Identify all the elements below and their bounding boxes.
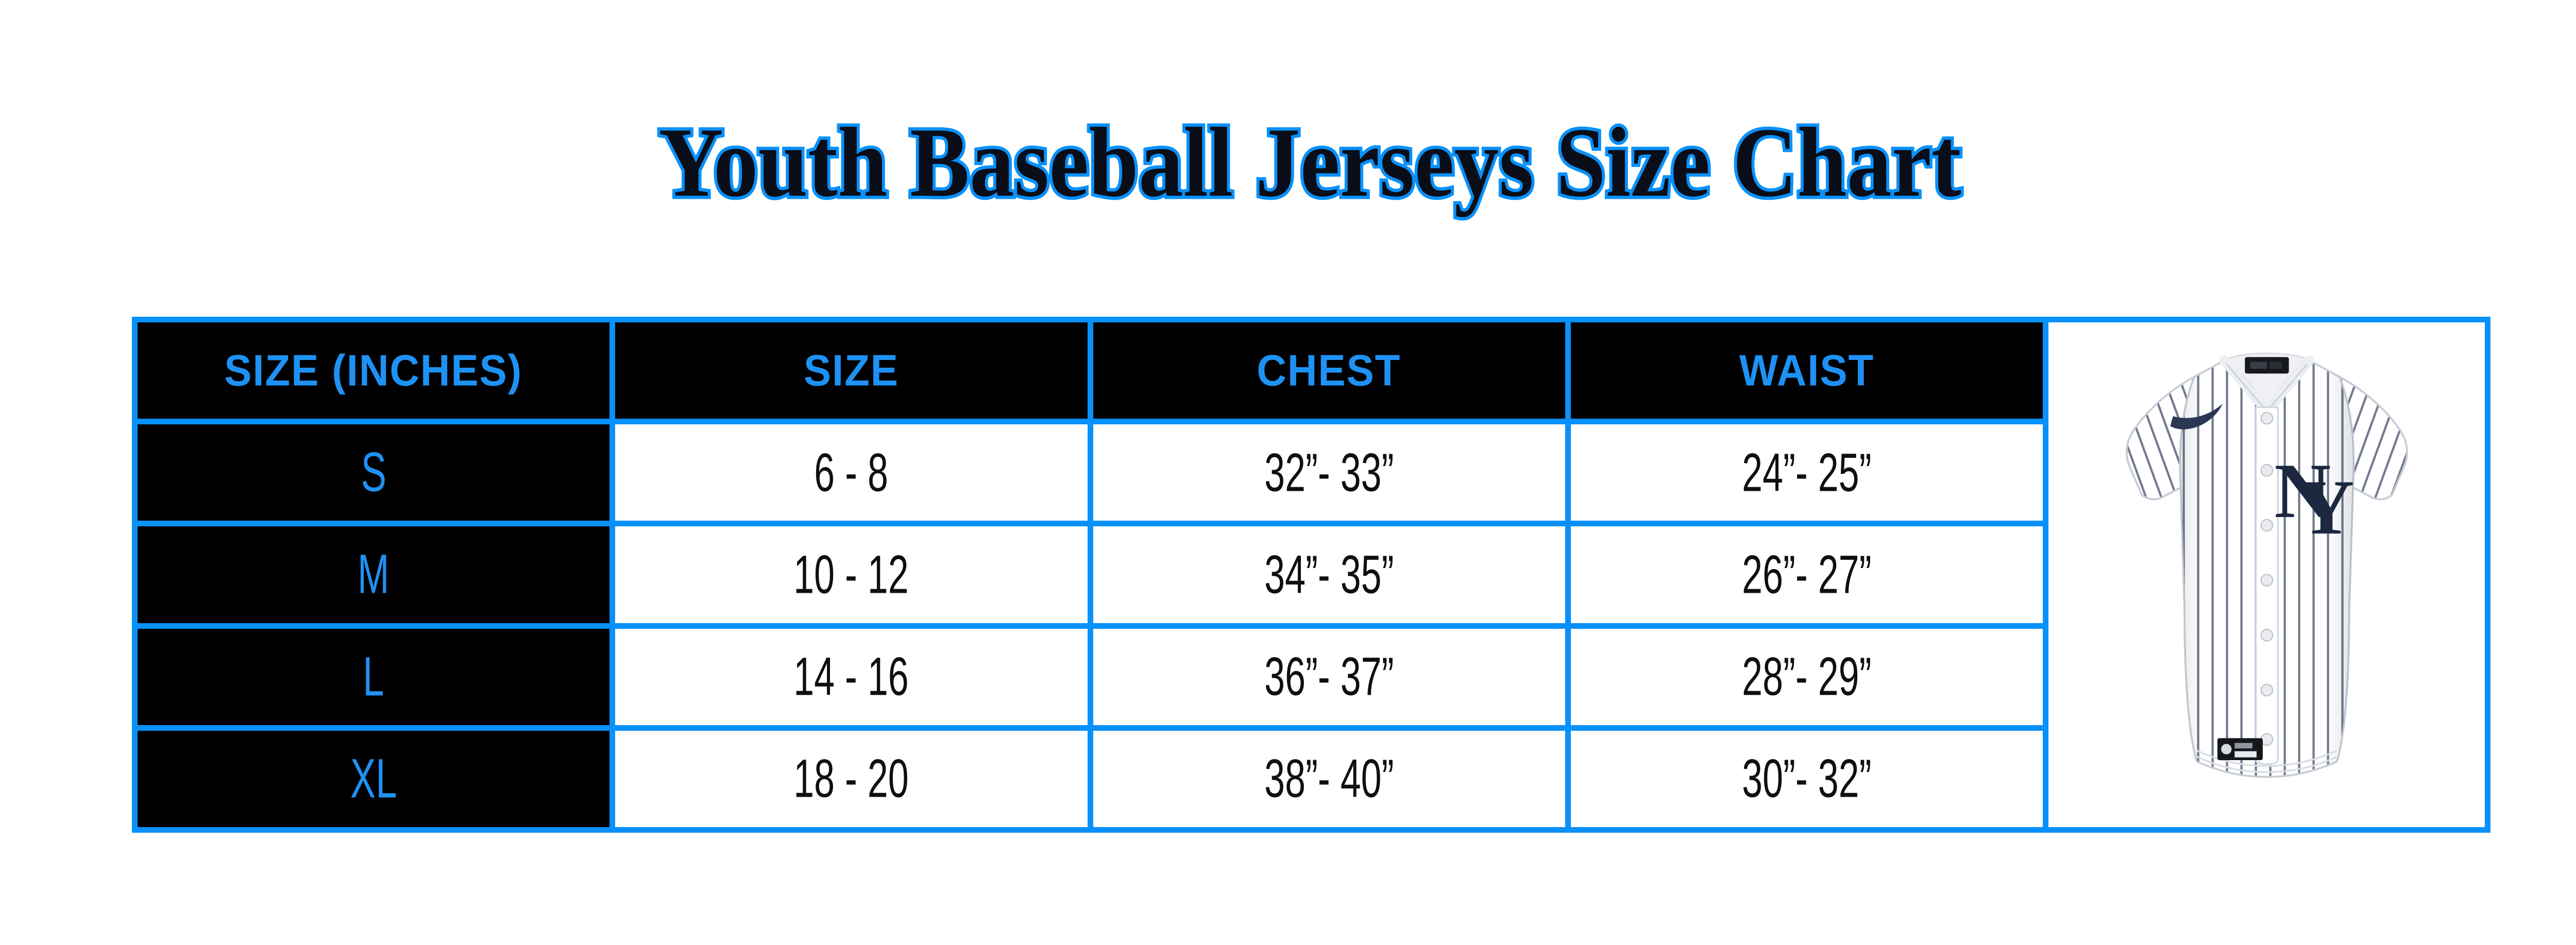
row-l-size-cell: 14 - 16 [615, 628, 1088, 725]
ny-logo: N Y [2274, 448, 2354, 551]
row-s-waist-cell: 24”- 25” [1570, 424, 2043, 521]
nike-swoosh-icon [2170, 403, 2223, 429]
row-s-size-cell: 6 - 8 [615, 424, 1088, 521]
jersey-image-cell: N Y [2048, 322, 2485, 827]
row-l-label-cell: L [138, 628, 610, 725]
row-xl-waist-cell: 30”- 32” [1570, 730, 2043, 827]
waist-value: 30”- 32” [1742, 748, 1872, 809]
header-cell-size: SIZE [615, 322, 1088, 419]
waist-value: 28”- 29” [1742, 646, 1872, 707]
row-xl-size-cell: 18 - 20 [615, 730, 1088, 827]
header-label: SIZE (INCHES) [224, 346, 523, 396]
waist-value: 26”- 27” [1742, 544, 1872, 605]
header-cell-chest: CHEST [1093, 322, 1565, 419]
size-letter: M [358, 543, 389, 606]
neck-label [2244, 357, 2289, 374]
row-m-chest-cell: 34”- 35” [1093, 526, 1565, 623]
row-xl-label-cell: XL [138, 730, 610, 827]
size-value: 10 - 12 [793, 544, 909, 605]
chest-value: 36”- 37” [1264, 646, 1394, 707]
jock-tag [2217, 738, 2263, 760]
chest-value: 38”- 40” [1264, 748, 1394, 809]
jersey-image: N Y [2125, 352, 2408, 778]
size-value: 14 - 16 [793, 646, 909, 707]
row-l-waist-cell: 28”- 29” [1570, 628, 2043, 725]
header-label: SIZE [803, 346, 899, 396]
page-title-text: Youth Baseball Jerseys Size Chart Youth … [656, 107, 1964, 217]
size-letter: S [361, 441, 386, 504]
row-l-chest-cell: 36”- 37” [1093, 628, 1565, 725]
waist-value: 24”- 25” [1742, 442, 1872, 503]
buttons [2260, 411, 2273, 746]
page-title: Youth Baseball Jerseys Size Chart Youth … [0, 107, 2576, 217]
svg-text:Y: Y [2297, 464, 2354, 551]
chest-value: 32”- 33” [1264, 442, 1394, 503]
row-m-label-cell: M [138, 526, 610, 623]
chest-value: 34”- 35” [1264, 544, 1394, 605]
size-value: 18 - 20 [793, 748, 909, 809]
row-s-label-cell: S [138, 424, 610, 521]
button-placket [2255, 406, 2279, 765]
page-title-outline: Youth Baseball Jerseys Size Chart [656, 107, 1964, 217]
svg-text:N: N [2274, 448, 2331, 534]
size-chart-table: N Y SIZE (INCHES) SIZE CHEST WAIST [132, 317, 2490, 833]
size-value: 6 - 8 [814, 442, 889, 503]
row-xl-chest-cell: 38”- 40” [1093, 730, 1565, 827]
header-label: CHEST [1257, 346, 1401, 396]
collar-ribbing [2219, 355, 2314, 416]
header-cell-size-inches: SIZE (INCHES) [138, 322, 610, 419]
row-m-waist-cell: 26”- 27” [1570, 526, 2043, 623]
header-cell-waist: WAIST [1570, 322, 2043, 419]
header-label: WAIST [1739, 346, 1874, 396]
hem-stitching [2196, 749, 2337, 774]
jersey-sleeves [2125, 375, 2408, 501]
size-letter: L [363, 645, 384, 708]
row-m-size-cell: 10 - 12 [615, 526, 1088, 623]
size-letter: XL [350, 747, 397, 810]
row-s-chest-cell: 32”- 33” [1093, 424, 1565, 521]
